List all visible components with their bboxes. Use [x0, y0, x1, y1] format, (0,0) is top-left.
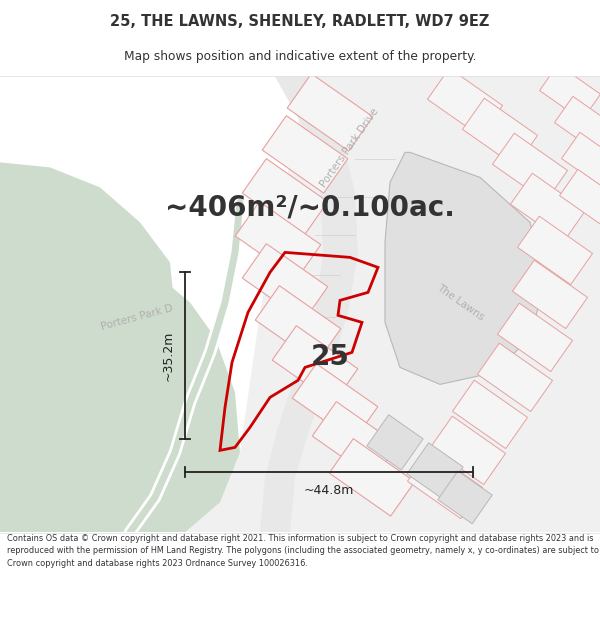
Polygon shape — [438, 471, 492, 524]
Polygon shape — [272, 326, 358, 403]
Text: The Lawns: The Lawns — [434, 282, 485, 322]
Polygon shape — [478, 343, 553, 412]
Polygon shape — [329, 439, 415, 516]
Polygon shape — [497, 303, 572, 372]
Text: Porters Park D: Porters Park D — [100, 303, 174, 332]
Text: 25, THE LAWNS, SHENLEY, RADLETT, WD7 9EZ: 25, THE LAWNS, SHENLEY, RADLETT, WD7 9EZ — [110, 14, 490, 29]
Polygon shape — [517, 216, 593, 284]
Polygon shape — [287, 74, 373, 151]
Polygon shape — [511, 173, 586, 242]
Polygon shape — [367, 415, 423, 470]
Polygon shape — [427, 68, 503, 137]
Polygon shape — [0, 162, 175, 482]
Polygon shape — [242, 159, 328, 236]
Polygon shape — [312, 402, 398, 479]
Polygon shape — [260, 76, 358, 532]
Polygon shape — [407, 450, 482, 519]
Polygon shape — [539, 64, 600, 121]
Polygon shape — [463, 98, 538, 167]
Text: Map shows position and indicative extent of the property.: Map shows position and indicative extent… — [124, 50, 476, 63]
Text: ~35.2m: ~35.2m — [162, 331, 175, 381]
Polygon shape — [235, 202, 321, 279]
Polygon shape — [292, 364, 378, 441]
Polygon shape — [562, 132, 600, 188]
Polygon shape — [512, 260, 587, 329]
Polygon shape — [560, 169, 600, 226]
Polygon shape — [430, 416, 506, 484]
Polygon shape — [242, 244, 328, 321]
Text: ~44.8m: ~44.8m — [304, 484, 354, 498]
Polygon shape — [262, 116, 348, 193]
Polygon shape — [0, 262, 240, 532]
Text: ~406m²/~0.100ac.: ~406m²/~0.100ac. — [165, 193, 455, 221]
Polygon shape — [452, 380, 527, 449]
Polygon shape — [385, 152, 545, 384]
Polygon shape — [554, 96, 600, 152]
Polygon shape — [493, 133, 568, 202]
Polygon shape — [185, 76, 600, 532]
Text: 25: 25 — [311, 343, 349, 371]
Text: Porters Park Drive: Porters Park Drive — [319, 106, 381, 189]
Polygon shape — [255, 286, 341, 363]
Polygon shape — [407, 442, 463, 498]
Text: Contains OS data © Crown copyright and database right 2021. This information is : Contains OS data © Crown copyright and d… — [7, 534, 599, 568]
